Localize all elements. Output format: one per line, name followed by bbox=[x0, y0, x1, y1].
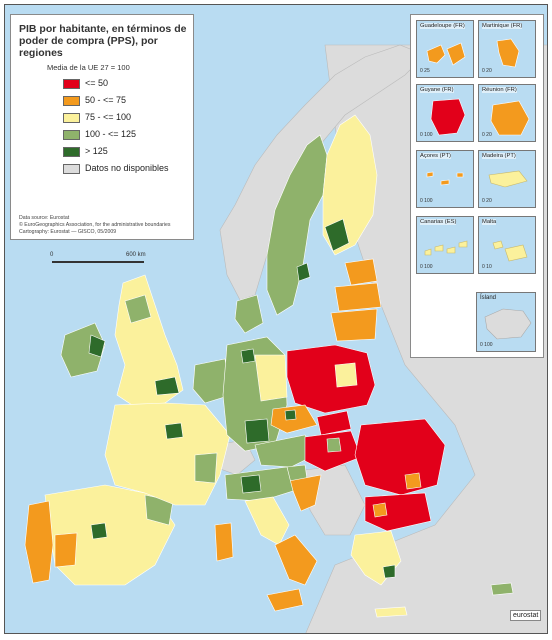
inset-label: Açores (PT) bbox=[420, 153, 451, 159]
region-poland[interactable] bbox=[286, 344, 376, 414]
scale-bar-line bbox=[52, 261, 144, 263]
region-bavaria-south[interactable] bbox=[244, 418, 270, 444]
inset-label: Guadeloupe (FR) bbox=[420, 23, 465, 29]
scale-end: 600 km bbox=[126, 252, 146, 258]
inset-shape bbox=[424, 240, 468, 256]
region-croatia[interactable] bbox=[288, 474, 322, 512]
region-estonia[interactable] bbox=[344, 258, 378, 286]
region-extremadura[interactable] bbox=[54, 532, 78, 568]
inset-shape bbox=[496, 38, 520, 68]
inset-guyane: Guyane (FR) 0 100 bbox=[416, 84, 474, 142]
inset-malta: Malta 0 10 bbox=[478, 216, 536, 274]
legend-title: PIB por habitante, en términos de poder … bbox=[19, 23, 187, 59]
inset-shape bbox=[430, 98, 466, 136]
region-sofia[interactable] bbox=[372, 502, 388, 518]
inset-scale: 0 20 bbox=[482, 198, 492, 204]
inset-scale: 0 10 bbox=[482, 264, 492, 270]
region-italy-centre[interactable] bbox=[244, 496, 290, 546]
legend-label: > 125 bbox=[85, 146, 108, 156]
inset-label: Madeira (PT) bbox=[482, 153, 516, 159]
legend-label: 100 - <= 125 bbox=[85, 129, 137, 139]
region-slovakia[interactable] bbox=[316, 410, 352, 436]
region-helsinki[interactable] bbox=[324, 218, 350, 252]
region-lithuania[interactable] bbox=[330, 308, 378, 342]
inset-acores: Açores (PT) 0 100 bbox=[416, 150, 474, 208]
region-finland[interactable] bbox=[322, 114, 378, 256]
inset-scale: 0 100 bbox=[420, 132, 433, 138]
inset-shape bbox=[488, 170, 528, 188]
region-denmark[interactable] bbox=[234, 294, 264, 334]
region-sardinia[interactable] bbox=[214, 522, 234, 562]
source-line: Data source: Eurostat bbox=[19, 215, 70, 221]
region-prague[interactable] bbox=[284, 409, 297, 421]
non-eu-land-balkans bbox=[304, 464, 366, 536]
region-rhone-alpes[interactable] bbox=[194, 452, 218, 484]
inset-label: Réunion (FR) bbox=[482, 87, 517, 93]
inset-label: Ísland bbox=[480, 295, 497, 301]
inset-scale: 0 20 bbox=[482, 68, 492, 74]
inset-guadeloupe: Guadeloupe (FR) 0 25 bbox=[416, 20, 474, 78]
region-hamburg[interactable] bbox=[240, 348, 256, 364]
legend-subtitle: Media de la UE 27 = 100 bbox=[47, 63, 130, 72]
region-germany-east[interactable] bbox=[254, 354, 288, 402]
inset-shape bbox=[492, 240, 528, 262]
region-lombardy[interactable] bbox=[240, 474, 262, 494]
region-budapest[interactable] bbox=[326, 437, 342, 453]
region-sicily[interactable] bbox=[266, 588, 304, 612]
region-attica[interactable] bbox=[382, 564, 396, 579]
legend-swatch bbox=[63, 130, 80, 140]
inset-label: Martinique (FR) bbox=[482, 23, 523, 29]
region-latvia[interactable] bbox=[334, 282, 382, 312]
scale-start: 0 bbox=[50, 252, 54, 258]
region-portugal[interactable] bbox=[24, 500, 54, 584]
legend-swatch bbox=[63, 164, 80, 174]
legend-label: Datos no disponibles bbox=[85, 163, 169, 173]
non-eu-land-norway bbox=[219, 44, 426, 301]
region-paris[interactable] bbox=[164, 422, 184, 440]
map-legend: PIB por habitante, en términos de poder … bbox=[10, 14, 194, 240]
region-stockholm[interactable] bbox=[296, 262, 311, 282]
region-dublin[interactable] bbox=[88, 334, 106, 358]
source-line: © EuroGeographics Association, for the a… bbox=[19, 222, 171, 228]
region-bulgaria[interactable] bbox=[364, 492, 432, 532]
inset-label: Guyane (FR) bbox=[420, 87, 454, 93]
inset-canarias: Canarias (ES) 0 100 bbox=[416, 216, 474, 274]
region-warsaw[interactable] bbox=[334, 362, 358, 388]
eurostat-logo: eurostat bbox=[510, 610, 542, 621]
source-line: Cartography: Eurostat — GISCO, 05/2009 bbox=[19, 229, 117, 235]
region-benelux[interactable] bbox=[192, 358, 232, 404]
region-romania[interactable] bbox=[354, 418, 446, 496]
region-italy-south[interactable] bbox=[274, 534, 318, 586]
legend-swatch bbox=[63, 79, 80, 89]
inset-shape bbox=[490, 100, 530, 136]
inset-scale: 0 100 bbox=[420, 264, 433, 270]
region-austria[interactable] bbox=[254, 434, 316, 468]
scale-bar: 0 600 km bbox=[50, 252, 152, 267]
inset-label: Malta bbox=[482, 219, 497, 225]
inset-shape bbox=[484, 308, 532, 340]
region-cyprus[interactable] bbox=[490, 582, 514, 596]
region-london[interactable] bbox=[154, 376, 180, 396]
inset-scale: 0 25 bbox=[420, 68, 430, 74]
legend-swatch bbox=[63, 147, 80, 157]
legend-label: <= 50 bbox=[85, 78, 109, 88]
legend-label: 75 - <= 100 bbox=[85, 112, 132, 122]
region-crete[interactable] bbox=[374, 606, 408, 618]
inset-island: Ísland 0 100 bbox=[476, 292, 536, 352]
inset-shape bbox=[426, 171, 464, 186]
inset-martinique: Martinique (FR) 0 20 bbox=[478, 20, 536, 78]
inset-label: Canarias (ES) bbox=[420, 219, 457, 225]
inset-madeira: Madeira (PT) 0 20 bbox=[478, 150, 536, 208]
legend-swatch bbox=[63, 113, 80, 123]
inset-scale: 0 100 bbox=[420, 198, 433, 204]
inset-scale: 0 20 bbox=[482, 132, 492, 138]
legend-swatch bbox=[63, 96, 80, 106]
legend-label: 50 - <= 75 bbox=[85, 95, 127, 105]
region-madrid[interactable] bbox=[90, 522, 108, 540]
inset-scale: 0 100 bbox=[480, 342, 493, 348]
inset-shape bbox=[426, 42, 466, 66]
region-scotland-green[interactable] bbox=[124, 294, 152, 324]
region-bucharest[interactable] bbox=[404, 472, 422, 490]
inset-reunion: Réunion (FR) 0 20 bbox=[478, 84, 536, 142]
